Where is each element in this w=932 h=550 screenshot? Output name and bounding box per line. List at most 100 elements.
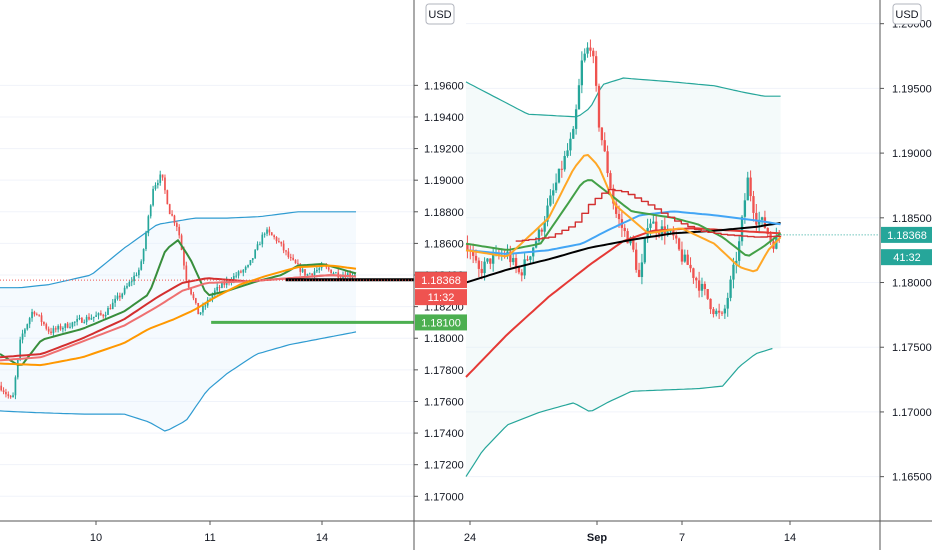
right-chart-pane[interactable] (465, 23, 880, 478)
y-tick-label: 1.17400 (424, 428, 464, 440)
candle-body (156, 182, 159, 186)
candle-body (50, 331, 52, 334)
candle-body (758, 219, 761, 225)
candle-body (318, 268, 321, 270)
candle-body (297, 263, 299, 265)
candle-body (349, 273, 351, 277)
candle-body (235, 275, 238, 277)
y-tick-label: 1.19000 (424, 175, 464, 187)
candle-body (28, 318, 31, 325)
candle-body (114, 298, 116, 303)
candle-body (251, 258, 254, 261)
candle-body (244, 266, 247, 270)
candle-body (327, 267, 330, 270)
candle-body (64, 323, 67, 328)
price-tag-label: 1.18368 (887, 230, 927, 242)
y-tick-label: 1.17200 (424, 460, 464, 472)
candle-body (600, 127, 604, 141)
candle-body (194, 298, 197, 303)
candle-body (59, 325, 62, 330)
candle-body (145, 233, 147, 249)
candle-body (192, 294, 195, 299)
candle-body (213, 290, 216, 295)
candle-body (142, 248, 145, 262)
left-chart-pane[interactable] (0, 84, 414, 497)
price-tag (415, 314, 467, 331)
candle-body (280, 241, 283, 244)
candle-body (116, 295, 119, 299)
candle-body (766, 228, 769, 235)
price-tag-label: 41:32 (893, 252, 921, 264)
candle-body (557, 168, 561, 183)
candle-body (471, 251, 475, 256)
candle-body (617, 213, 621, 220)
candle-body (703, 283, 707, 290)
candle-body (171, 214, 173, 216)
candle-body (760, 217, 764, 220)
y-tick-label: 1.17800 (424, 365, 464, 377)
candle-body (306, 274, 309, 276)
y-tick-label: 1.17600 (424, 396, 464, 408)
candle-body (623, 227, 626, 232)
candle-body (606, 151, 609, 174)
candle-body (102, 314, 105, 317)
currency-label: USD (895, 9, 918, 21)
candle-body (204, 305, 207, 307)
candle-body (249, 260, 252, 265)
candle-body (62, 327, 64, 330)
candle-body (592, 50, 595, 57)
candle-body (640, 262, 644, 278)
candle-body (285, 250, 287, 252)
candle-body (657, 232, 661, 235)
candle-body (7, 394, 10, 396)
candle-body (594, 56, 598, 86)
candle-body (509, 251, 512, 263)
candle-body (677, 238, 681, 250)
candle-body (254, 249, 257, 259)
candle-body (35, 314, 38, 316)
candle-body (626, 231, 629, 244)
y-tick-label: 1.18500 (892, 213, 932, 225)
candle-body (635, 249, 638, 270)
candle-body (273, 235, 276, 238)
x-tick-label: 14 (316, 532, 328, 544)
candle-body (149, 205, 152, 217)
candle-body (202, 305, 204, 313)
currency-badge (892, 3, 922, 25)
y-tick-label: 1.17000 (892, 407, 932, 419)
bollinger-fill (466, 78, 781, 477)
left-price-axis[interactable]: 1.19600 1.19400 1.19200 1.19000 1.18800 1.186… (413, 0, 467, 550)
candle-body (554, 182, 558, 191)
candle-body (526, 259, 529, 261)
y-tick-label: 1.19500 (892, 83, 932, 95)
y-tick-label: 1.17500 (892, 342, 932, 354)
candle-body (119, 295, 121, 298)
candle-body (597, 85, 601, 128)
candle-body (263, 233, 266, 235)
time-axis[interactable]: 10 11 14 24 Sep 7 14 (0, 520, 932, 544)
candle-body (712, 309, 715, 315)
candle-body (168, 204, 171, 215)
candle-body (572, 128, 575, 139)
price-tag (881, 226, 932, 243)
price-tag-label: 1.18100 (421, 317, 461, 329)
candle-body (655, 221, 658, 233)
candle-body (649, 223, 652, 228)
candle-body (57, 325, 60, 330)
candle-body (709, 298, 712, 310)
candle-body (517, 267, 521, 273)
candle-body (316, 269, 318, 272)
candle-body (749, 177, 752, 197)
candle-body (489, 258, 492, 264)
candle-body (133, 275, 135, 282)
right-price-axis[interactable]: 1.200001.195001.190001.185001.180001.175… (879, 0, 932, 550)
candle-body (543, 221, 546, 232)
candle-body (178, 226, 181, 236)
candle-body (126, 286, 128, 288)
candle-body (308, 273, 311, 275)
x-tick-label: Sep (587, 532, 607, 544)
candle-body (301, 269, 304, 272)
candle-body (266, 229, 268, 234)
x-tick-label: 14 (784, 532, 796, 544)
candle-body (152, 188, 154, 206)
